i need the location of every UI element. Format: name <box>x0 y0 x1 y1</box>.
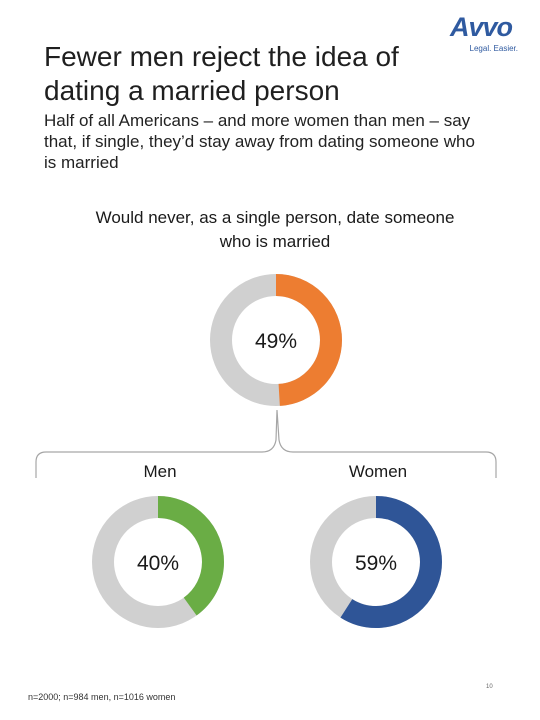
footnote: n=2000; n=984 men, n=1016 women <box>28 692 176 702</box>
donut-value-label-women: 59% <box>355 552 397 575</box>
avvo-logo: Avvo Legal. Easier. <box>450 12 522 58</box>
donut-slice-overall <box>210 274 342 406</box>
donut-chart-men: 40% <box>88 492 228 632</box>
page-title: Fewer men reject the idea of dating a ma… <box>44 41 399 106</box>
donut-svg-men: 40% <box>92 496 224 628</box>
logo-wordmark: Avvo <box>450 12 513 42</box>
donut-svg-overall: 49% <box>210 274 342 406</box>
donut-value-label-men: 40% <box>137 552 179 575</box>
donut-slice-men <box>92 496 224 628</box>
page-subtitle: Half of all Americans – and more women t… <box>44 111 475 172</box>
donut-slice-women <box>310 496 442 628</box>
donut-chart-overall: 49% <box>206 270 346 410</box>
donut-value-label-overall: 49% <box>255 330 297 353</box>
label-men: Men <box>143 462 177 481</box>
page-number: 10 <box>486 684 493 690</box>
donut-chart-women: 59% <box>306 492 446 632</box>
label-women: Women <box>348 462 408 481</box>
logo-tagline: Legal. Easier. <box>469 44 518 53</box>
chart-title: Would never, as a single person, date so… <box>95 208 455 251</box>
donut-svg-women: 59% <box>310 496 442 628</box>
